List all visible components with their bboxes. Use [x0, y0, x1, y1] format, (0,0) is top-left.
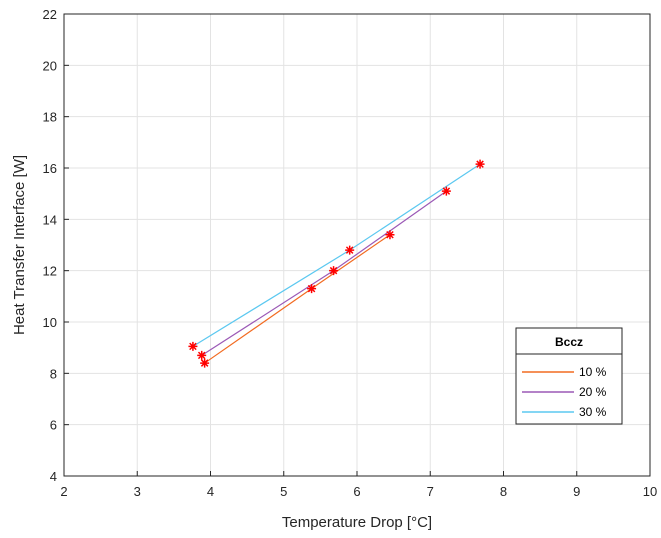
x-tick-label: 3: [134, 484, 141, 499]
x-tick-label: 10: [643, 484, 657, 499]
y-tick-label: 18: [43, 110, 57, 125]
x-tick-label: 8: [500, 484, 507, 499]
y-tick-label: 22: [43, 7, 57, 22]
y-axis-label: Heat Transfer Interface [W]: [11, 155, 28, 335]
legend-box: [515, 327, 623, 425]
legend-label: 20 %: [579, 385, 607, 399]
x-tick-label: 9: [573, 484, 580, 499]
x-tick-label: 6: [353, 484, 360, 499]
data-point-marker: [197, 350, 207, 360]
data-point-marker: [345, 245, 355, 255]
x-tick-label: 4: [207, 484, 214, 499]
y-tick-label: 10: [43, 315, 57, 330]
y-tick-label: 6: [50, 418, 57, 433]
data-point-marker: [188, 341, 198, 351]
data-point-marker: [441, 186, 451, 196]
x-axis-label: Temperature Drop [°C]: [282, 514, 432, 531]
y-tick-label: 4: [50, 469, 57, 484]
y-tick-label: 16: [43, 161, 57, 176]
axis-ticks: 2 3 4 5 6 7 8 9 10 4 6 8 10 12 14 16 18 20 22: [43, 7, 658, 499]
data-point-marker: [200, 358, 210, 368]
legend: Bccz 10 % 20 % 30 %: [515, 327, 623, 425]
x-tick-label: 7: [427, 484, 434, 499]
x-tick-label: 2: [60, 484, 67, 499]
legend-label: 10 %: [579, 365, 607, 379]
y-tick-label: 14: [43, 212, 57, 227]
data-point-marker: [385, 230, 395, 240]
legend-title: Bccz: [555, 335, 583, 349]
data-point-marker: [307, 284, 317, 294]
legend-entries: 10 % 20 % 30 %: [522, 365, 607, 419]
y-tick-label: 8: [50, 366, 57, 381]
x-tick-label: 5: [280, 484, 287, 499]
data-point-marker: [475, 159, 485, 169]
y-tick-label: 20: [43, 58, 57, 73]
y-tick-label: 12: [43, 264, 57, 279]
data-point-marker: [329, 266, 339, 276]
legend-label: 30 %: [579, 405, 607, 419]
data-markers: [188, 159, 485, 368]
